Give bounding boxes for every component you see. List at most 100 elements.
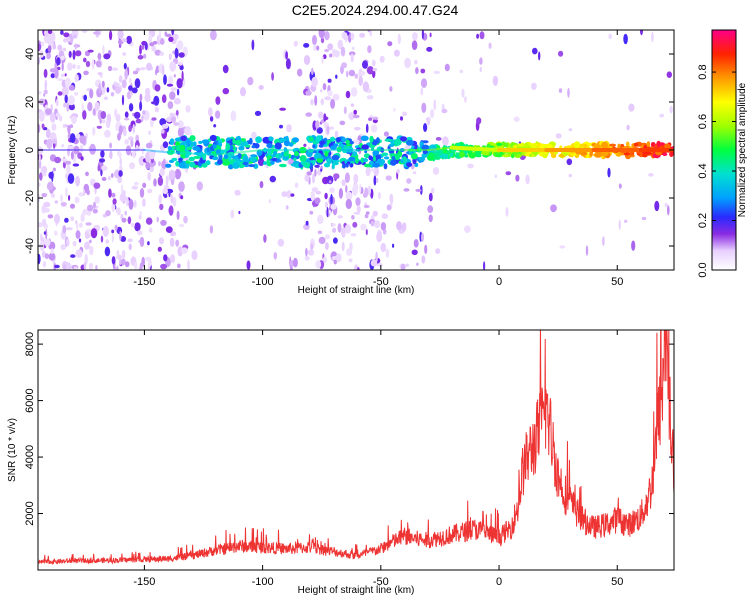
ridge-cell xyxy=(288,142,294,147)
noise-blob xyxy=(326,206,329,218)
noise-blob xyxy=(131,87,138,94)
noise-blob xyxy=(162,141,169,149)
ridge-cell xyxy=(180,135,187,141)
noise-blob xyxy=(42,260,47,268)
noise-blob xyxy=(85,171,89,177)
noise-blob xyxy=(103,96,108,101)
noise-blob xyxy=(159,168,165,177)
noise-blob xyxy=(177,263,181,269)
noise-blob xyxy=(183,215,188,224)
noise-blob xyxy=(111,67,119,71)
noise-blob xyxy=(159,118,167,126)
noise-blob xyxy=(90,228,98,239)
noise-blob xyxy=(314,168,317,177)
noise-blob xyxy=(127,136,134,141)
noise-blob xyxy=(258,85,264,90)
noise-blob xyxy=(66,227,73,231)
noise-blob xyxy=(139,93,143,102)
noise-blob xyxy=(341,62,347,69)
x-tick-label: -50 xyxy=(373,576,389,588)
noise-blob xyxy=(420,68,426,74)
noise-blob xyxy=(327,78,332,83)
noise-blob xyxy=(416,262,419,266)
noise-blob xyxy=(147,257,152,268)
noise-blob xyxy=(371,59,376,67)
noise-blob xyxy=(71,30,79,33)
noise-blob xyxy=(359,32,366,38)
noise-blob xyxy=(64,217,69,223)
ridge-cell xyxy=(198,140,203,144)
noise-blob xyxy=(124,210,127,216)
noise-blob xyxy=(355,197,361,207)
noise-blob xyxy=(65,37,71,43)
noise-blob xyxy=(100,150,105,158)
noise-blob xyxy=(95,265,98,270)
ridge-cell xyxy=(428,152,435,160)
snr-x-axis: -150 -100 -50 0 50 xyxy=(133,330,623,588)
noise-blob xyxy=(106,87,110,93)
noise-blob xyxy=(181,70,184,82)
noise-blob xyxy=(297,68,303,77)
noise-blob xyxy=(85,60,91,68)
ridge-cell xyxy=(205,160,211,166)
noise-blob xyxy=(304,256,310,261)
noise-blob xyxy=(118,75,123,83)
noise-blob xyxy=(281,191,288,198)
noise-blob xyxy=(180,195,184,200)
noise-blob xyxy=(175,109,179,116)
noise-blob xyxy=(352,221,358,228)
noise-blob xyxy=(139,262,143,270)
x-tick-label: 0 xyxy=(496,276,502,288)
noise-blob xyxy=(423,123,428,132)
noise-blob xyxy=(168,36,174,42)
noise-blob xyxy=(109,30,113,41)
noise-blob xyxy=(659,113,665,118)
noise-blob xyxy=(432,166,440,175)
ridge-cell xyxy=(408,151,413,156)
ridge-cell xyxy=(268,136,274,142)
ridge-cell xyxy=(360,157,365,163)
noise-blob xyxy=(400,116,403,121)
ridge-cell xyxy=(329,136,336,142)
ridge-cell xyxy=(481,150,489,156)
noise-blob xyxy=(73,44,81,48)
noise-blob xyxy=(95,60,102,68)
noise-blob xyxy=(322,54,327,60)
spectrogram-x-axis: -150 -100 -50 0 50 xyxy=(133,30,623,288)
noise-blob xyxy=(124,139,129,145)
ridge-cell xyxy=(663,143,671,149)
noise-blob xyxy=(350,233,357,237)
noise-blob xyxy=(64,94,68,104)
noise-blob xyxy=(128,103,134,112)
noise-blob xyxy=(208,107,213,117)
ridge-cell xyxy=(171,157,178,162)
noise-blob xyxy=(176,210,180,220)
noise-blob xyxy=(381,213,389,219)
noise-blob xyxy=(73,266,78,270)
noise-blob xyxy=(479,31,485,40)
ridge-segment xyxy=(427,146,453,151)
noise-blob xyxy=(151,117,157,121)
noise-blob xyxy=(317,230,323,235)
noise-blob xyxy=(118,152,122,159)
noise-blob xyxy=(173,74,176,78)
noise-blob xyxy=(602,236,605,247)
noise-blob xyxy=(80,213,85,223)
ridge-cell xyxy=(248,164,256,168)
noise-blob xyxy=(196,181,203,191)
x-tick-label: -100 xyxy=(252,576,274,588)
noise-blob xyxy=(476,117,482,125)
ridge-cell xyxy=(250,154,258,158)
noise-blob xyxy=(78,222,83,228)
noise-blob xyxy=(330,203,337,210)
noise-blob xyxy=(164,31,168,36)
noise-blob xyxy=(525,174,530,185)
noise-blob xyxy=(91,58,95,70)
ridge-cell xyxy=(193,155,202,159)
noise-blob xyxy=(78,192,84,197)
noise-blob xyxy=(464,225,471,233)
ridge-cell xyxy=(368,155,373,161)
noise-blob xyxy=(43,89,48,95)
noise-blob xyxy=(326,175,334,185)
noise-blob xyxy=(124,68,128,80)
